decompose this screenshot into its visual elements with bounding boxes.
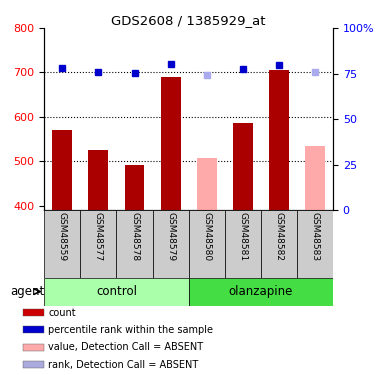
Bar	[44, 210, 80, 278]
Bar	[197, 158, 217, 210]
Bar	[297, 210, 333, 278]
Bar	[269, 70, 289, 210]
Bar	[152, 210, 189, 278]
Bar	[116, 210, 152, 278]
Bar	[305, 146, 325, 210]
Bar	[233, 123, 253, 210]
Text: value, Detection Call = ABSENT: value, Detection Call = ABSENT	[48, 342, 203, 352]
Bar	[23, 309, 44, 316]
Text: GSM48582: GSM48582	[275, 212, 283, 261]
Bar	[261, 210, 297, 278]
Bar	[125, 165, 144, 210]
Text: control: control	[96, 285, 137, 298]
Text: GSM48583: GSM48583	[310, 212, 320, 261]
Text: GSM48559: GSM48559	[58, 212, 67, 261]
Bar	[189, 278, 333, 306]
Text: olanzapine: olanzapine	[229, 285, 293, 298]
Text: agent: agent	[10, 285, 44, 298]
Bar	[23, 361, 44, 368]
Text: rank, Detection Call = ABSENT: rank, Detection Call = ABSENT	[48, 360, 198, 370]
Bar	[225, 210, 261, 278]
Bar	[23, 344, 44, 351]
Bar	[44, 278, 189, 306]
Bar	[189, 210, 225, 278]
Text: GSM48579: GSM48579	[166, 212, 175, 261]
Bar	[161, 77, 181, 210]
Bar	[89, 150, 108, 210]
Text: GSM48580: GSM48580	[202, 212, 211, 261]
Text: GSM48577: GSM48577	[94, 212, 103, 261]
Text: count: count	[48, 308, 76, 318]
Text: percentile rank within the sample: percentile rank within the sample	[48, 325, 213, 335]
Bar	[23, 326, 44, 333]
Title: GDS2608 / 1385929_at: GDS2608 / 1385929_at	[111, 14, 266, 27]
Text: GSM48578: GSM48578	[130, 212, 139, 261]
Text: GSM48581: GSM48581	[238, 212, 247, 261]
Bar	[52, 130, 72, 210]
Bar	[80, 210, 116, 278]
